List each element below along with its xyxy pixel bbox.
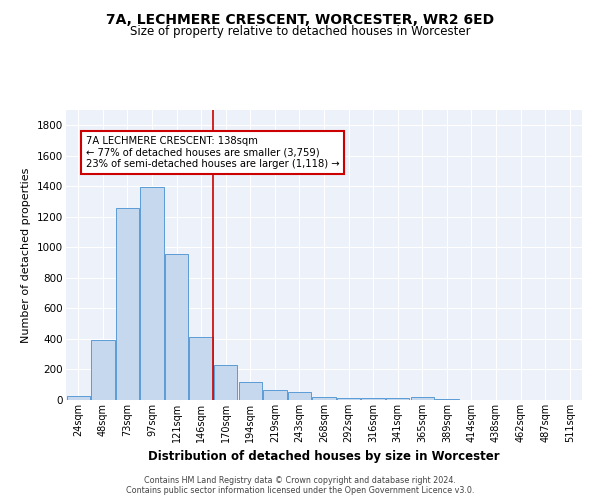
Bar [263,390,287,400]
Bar [116,208,139,400]
Text: 7A, LECHMERE CRESCENT, WORCESTER, WR2 6ED: 7A, LECHMERE CRESCENT, WORCESTER, WR2 6E… [106,12,494,26]
Bar [165,254,188,400]
Bar [386,398,409,400]
Bar [140,187,164,400]
Text: 7A LECHMERE CRESCENT: 138sqm
← 77% of detached houses are smaller (3,759)
23% of: 7A LECHMERE CRESCENT: 138sqm ← 77% of de… [86,136,339,169]
Text: Contains HM Land Registry data © Crown copyright and database right 2024.
Contai: Contains HM Land Registry data © Crown c… [126,476,474,495]
Text: Size of property relative to detached houses in Worcester: Size of property relative to detached ho… [130,25,470,38]
Bar [435,399,458,400]
Bar [288,392,311,400]
Bar [361,398,385,400]
Bar [91,340,115,400]
X-axis label: Distribution of detached houses by size in Worcester: Distribution of detached houses by size … [148,450,500,464]
Y-axis label: Number of detached properties: Number of detached properties [22,168,31,342]
Bar [190,338,213,400]
Bar [239,382,262,400]
Bar [67,396,90,400]
Bar [313,397,335,400]
Bar [410,397,434,400]
Bar [214,365,238,400]
Bar [337,398,360,400]
